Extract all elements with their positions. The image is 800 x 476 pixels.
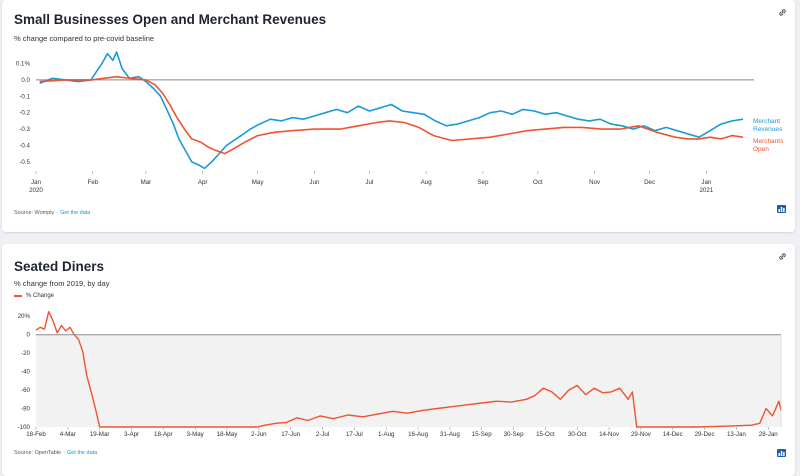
x-tick-label: 15-Oct (536, 431, 555, 438)
series-line-pct-change (35, 310, 782, 428)
x-tick-label: 29-Dec (695, 431, 715, 438)
legend-item: % Change (14, 293, 54, 299)
x-tick-label: 14-Dec (663, 431, 683, 438)
source-note: Source: OpenTable · Get the data (14, 450, 98, 456)
x-tick-label: 13-Jan (727, 431, 746, 438)
y-tick-label: -100 (18, 424, 31, 431)
x-tick-label: 3-Apr (124, 431, 139, 438)
y-tick-label: 0 (27, 332, 31, 339)
link-icon[interactable] (778, 252, 787, 261)
x-tick-label: Jun (309, 179, 320, 186)
x-tick-label: 14-Nov (599, 431, 620, 438)
bar-chart-icon[interactable] (777, 205, 786, 213)
series-label: Revenues (753, 126, 783, 133)
y-tick-label: -0.3 (19, 126, 30, 133)
x-tick-label: Mar (141, 179, 152, 186)
x-tick-label: Oct (533, 179, 543, 186)
x-tick-label: 18-Feb (26, 431, 46, 438)
x-tick-label: Aug (421, 179, 433, 186)
x-tick-label: Jan (701, 179, 712, 186)
y-tick-label: -40 (21, 369, 31, 376)
chart-title: Small Businesses Open and Merchant Reven… (14, 12, 327, 27)
x-tick-label: 2-Jul (316, 431, 329, 438)
y-tick-label: -80 (21, 406, 31, 413)
y-tick-label: 0.1% (16, 61, 31, 68)
x-tick-label: Dec (644, 179, 655, 186)
y-tick-label: -60 (21, 387, 31, 394)
revenues-card: Small Businesses Open and Merchant Reven… (2, 0, 795, 232)
series-line-merchants-open (39, 75, 744, 155)
x-tick-label: 17-Jun (281, 431, 300, 438)
series-label: Merchants (753, 138, 784, 145)
x-tick-label: 18-May (217, 431, 239, 438)
x-tick-sublabel: 2020 (29, 187, 43, 194)
series-label: Merchant (753, 118, 780, 125)
chart-subtitle: % change from 2019, by day (14, 279, 110, 288)
y-tick-label: 0.0 (21, 77, 30, 84)
x-tick-label: 3-May (187, 431, 205, 438)
get-data-link[interactable]: Get the data (60, 210, 91, 216)
x-tick-label: Jul (365, 179, 373, 186)
x-tick-sublabel: 2021 (699, 187, 713, 194)
x-tick-label: 2-Jun (251, 431, 267, 438)
legend-label: % Change (26, 293, 55, 299)
x-tick-label: 28-Jan (759, 431, 778, 438)
x-tick-label: Feb (87, 179, 98, 186)
legend-swatch (14, 295, 22, 297)
seated-diners-card: Seated Diners % change from 2019, by day… (2, 244, 795, 476)
y-tick-label: -0.1 (19, 93, 30, 100)
source-text: Source: Womply (14, 210, 55, 216)
x-tick-label: Apr (198, 179, 208, 186)
x-tick-label: 19-Mar (90, 431, 110, 438)
x-tick-label: 16-Aug (408, 431, 429, 438)
y-tick-label: -20 (21, 350, 31, 357)
series-line-merchant-revenues (39, 51, 744, 170)
x-tick-label: 17-Jul (346, 431, 363, 438)
x-tick-label: 15-Sep (472, 431, 493, 438)
y-tick-label: -0.5 (19, 159, 30, 166)
x-tick-label: May (252, 179, 265, 186)
y-tick-label: 20% (18, 313, 31, 320)
x-tick-label: Sep (477, 179, 489, 186)
series-label: Open (753, 146, 769, 153)
y-tick-label: -0.2 (19, 110, 30, 117)
get-data-link[interactable]: Get the data (66, 450, 98, 456)
x-tick-label: 30-Sep (504, 431, 525, 438)
plot-band (36, 334, 781, 427)
x-tick-label: Nov (589, 179, 601, 186)
x-tick-label: 4-Mar (60, 431, 76, 438)
link-icon[interactable] (778, 8, 787, 17)
x-tick-label: 30-Oct (568, 431, 587, 438)
y-tick-label: -0.4 (19, 142, 30, 149)
x-tick-label: 29-Nov (631, 431, 652, 438)
x-tick-label: Jan (31, 179, 42, 186)
chart-title: Seated Diners (14, 259, 105, 274)
x-tick-label: 18-Apr (154, 431, 173, 438)
bar-chart-icon[interactable] (777, 449, 786, 457)
source-note: Source: Womply · Get the data (14, 210, 91, 216)
chart-subtitle: % change compared to pre-covid baseline (14, 34, 155, 43)
source-text: Source: OpenTable (14, 450, 62, 456)
x-tick-label: 1-Aug (378, 431, 395, 438)
x-tick-label: 31-Aug (440, 431, 461, 438)
